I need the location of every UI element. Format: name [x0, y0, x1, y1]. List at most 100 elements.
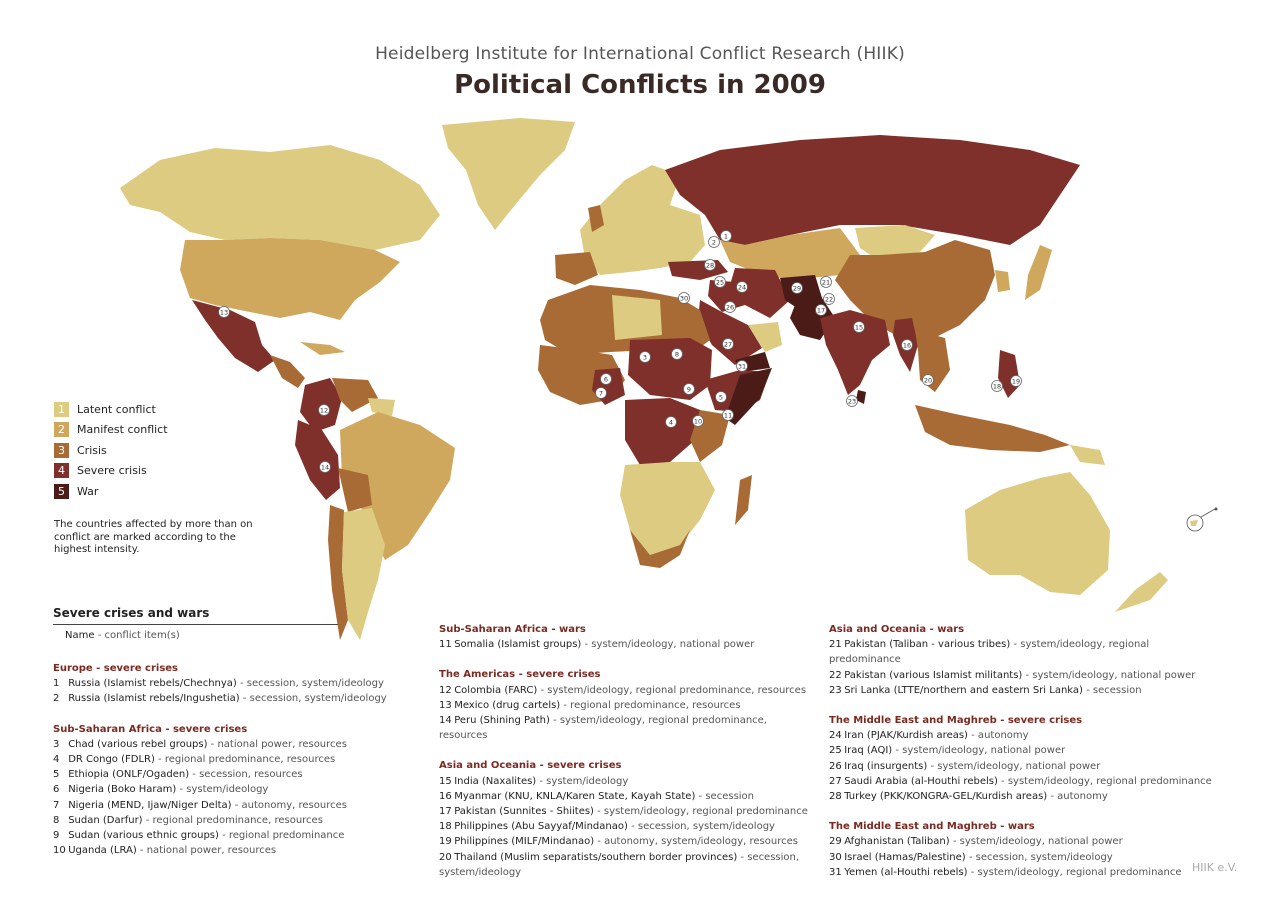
list-column-1: Europe - severe crises 1 Russia (Islamis… — [53, 661, 387, 858]
svg-text:15: 15 — [855, 324, 863, 332]
list-item: 28 Turkey (PKK/KONGRA-GEL/Kurdish areas)… — [829, 791, 1108, 803]
region-venezuela — [332, 378, 378, 412]
region-chile — [328, 505, 348, 640]
conflict-marker-30: 30 — [678, 292, 690, 304]
list-item: 22 Pakistan (various Islamist militants)… — [829, 669, 1196, 681]
svg-text:22: 22 — [825, 296, 833, 304]
region-southern-africa — [620, 462, 715, 555]
svg-text:11: 11 — [724, 412, 732, 420]
list-item: 17 Pakistan (Sunnites - Shiites) - syste… — [439, 806, 808, 818]
region-canada — [120, 145, 440, 250]
svg-text:16: 16 — [903, 342, 911, 350]
conflict-marker-16: 16 — [901, 339, 913, 351]
conflict-marker-7: 7 — [595, 387, 607, 399]
conflict-marker-27: 27 — [722, 338, 734, 350]
region-saudi-arabia — [698, 300, 762, 365]
svg-text:10: 10 — [694, 418, 702, 426]
svg-text:2: 2 — [712, 239, 716, 247]
conflict-marker-12: 12 — [318, 404, 330, 416]
svg-text:9: 9 — [687, 386, 691, 394]
conflict-marker-11: 11 — [722, 409, 734, 421]
conflict-marker-17: 17 — [815, 304, 827, 316]
legend-item-severe-crisis: 4 Severe crisis — [54, 461, 168, 482]
conflict-marker-25: 25 — [714, 276, 726, 288]
region-china — [835, 240, 995, 340]
list-item: 29 Afghanistan (Taliban) - system/ideolo… — [829, 836, 1123, 848]
svg-text:7: 7 — [599, 390, 603, 398]
conflict-marker-3: 3 — [639, 351, 651, 363]
list-item: 15 India (Naxalites) - system/ideology — [439, 775, 629, 787]
conflict-marker-4: 4 — [665, 416, 677, 428]
conflict-marker-26: 26 — [724, 301, 736, 313]
conflict-marker-15: 15 — [853, 321, 865, 333]
svg-text:1: 1 — [724, 233, 728, 241]
list-item: 7 Nigeria (MEND, Ijaw/Niger Delta) - aut… — [53, 799, 347, 811]
conflict-marker-19: 19 — [1010, 375, 1022, 387]
svg-text:18: 18 — [993, 383, 1001, 391]
region-libya — [612, 295, 662, 340]
conflict-marker-5: 5 — [715, 391, 727, 403]
conflict-marker-1: 1 — [720, 230, 732, 242]
region-iberia — [555, 252, 598, 285]
svg-text:23: 23 — [848, 398, 856, 406]
svg-text:17: 17 — [817, 307, 825, 315]
svg-text:13: 13 — [220, 309, 228, 317]
region-png — [1070, 445, 1105, 465]
list-item: 26 Iraq (insurgents) - system/ideology, … — [829, 760, 1101, 772]
region-uk — [588, 205, 604, 232]
legend-item-crisis: 3 Crisis — [54, 440, 168, 461]
conflict-marker-14: 14 — [319, 461, 331, 473]
list-item: 9 Sudan (various ethnic groups) - region… — [53, 830, 345, 842]
severe-list-key: Name - conflict item(s) — [65, 630, 180, 641]
list-item: 6 Nigeria (Boko Haram) - system/ideology — [53, 784, 269, 796]
fiji-inset-pointer-dot — [1214, 507, 1218, 511]
list-item: 24 Iran (PJAK/Kurdish areas) - autonomy — [829, 730, 1029, 742]
legend-item-latent: 1 Latent conflict — [54, 399, 168, 420]
conflict-marker-18: 18 — [991, 380, 1003, 392]
svg-text:3: 3 — [643, 354, 647, 362]
fiji-inset-pointer — [1200, 508, 1216, 518]
key-name: Name — [65, 630, 95, 641]
section-title: The Middle East and Maghreb - severe cri… — [829, 715, 1083, 727]
credit: HIIK e.V. — [1192, 861, 1238, 874]
region-russia — [665, 135, 1080, 245]
svg-text:5: 5 — [719, 394, 723, 402]
region-iraq — [708, 280, 745, 312]
region-central-africa — [625, 398, 700, 465]
svg-text:31: 31 — [738, 363, 746, 371]
region-madagascar — [735, 475, 752, 525]
list-item: 19 Philippines (MILF/Mindanao) - autonom… — [439, 836, 798, 848]
svg-text:26: 26 — [726, 304, 734, 312]
svg-text:25: 25 — [716, 279, 724, 287]
svg-text:8: 8 — [675, 351, 679, 359]
section-title: Sub-Saharan Africa - wars — [439, 624, 586, 635]
conflict-marker-8: 8 — [671, 348, 683, 360]
region-new-zealand — [1115, 572, 1168, 612]
conflict-marker-23: 23 — [846, 395, 858, 407]
legend-swatch: 2 — [54, 422, 69, 438]
region-south-africa — [630, 530, 690, 568]
conflict-marker-13: 13 — [218, 306, 230, 318]
region-korea — [995, 270, 1010, 292]
list-item: 12 Colombia (FARC) - system/ideology, re… — [439, 684, 807, 696]
section-title: The Middle East and Maghreb - wars — [829, 821, 1035, 833]
conflict-marker-20: 20 — [922, 374, 934, 386]
region-greenland — [442, 118, 575, 230]
list-item: 30 Israel (Hamas/Palestine) - secession,… — [829, 851, 1113, 863]
region-india — [820, 310, 890, 395]
region-argentina — [342, 508, 385, 640]
region-philippines — [998, 350, 1020, 398]
legend-swatch: 3 — [54, 442, 69, 458]
region-somalia — [725, 368, 772, 425]
region-australia — [965, 472, 1110, 595]
region-mexico — [192, 300, 275, 372]
list-column-3: Asia and Oceania - wars 21 Pakistan (Tal… — [829, 622, 1219, 880]
list-item: 11 Somalia (Islamist groups) - system/id… — [439, 639, 755, 651]
section-title: Sub-Saharan Africa - severe crises — [53, 723, 248, 735]
list-item: 14 Peru (Shining Path) - system/ideology… — [439, 715, 767, 742]
severe-list-divider — [53, 624, 338, 625]
legend-label: Severe crisis — [77, 464, 147, 478]
list-item: 4 DR Congo (FDLR) - regional predominanc… — [53, 754, 336, 766]
list-item: 31 Yemen (al-Houthi rebels) - system/ide… — [829, 866, 1182, 878]
svg-text:4: 4 — [669, 419, 673, 427]
